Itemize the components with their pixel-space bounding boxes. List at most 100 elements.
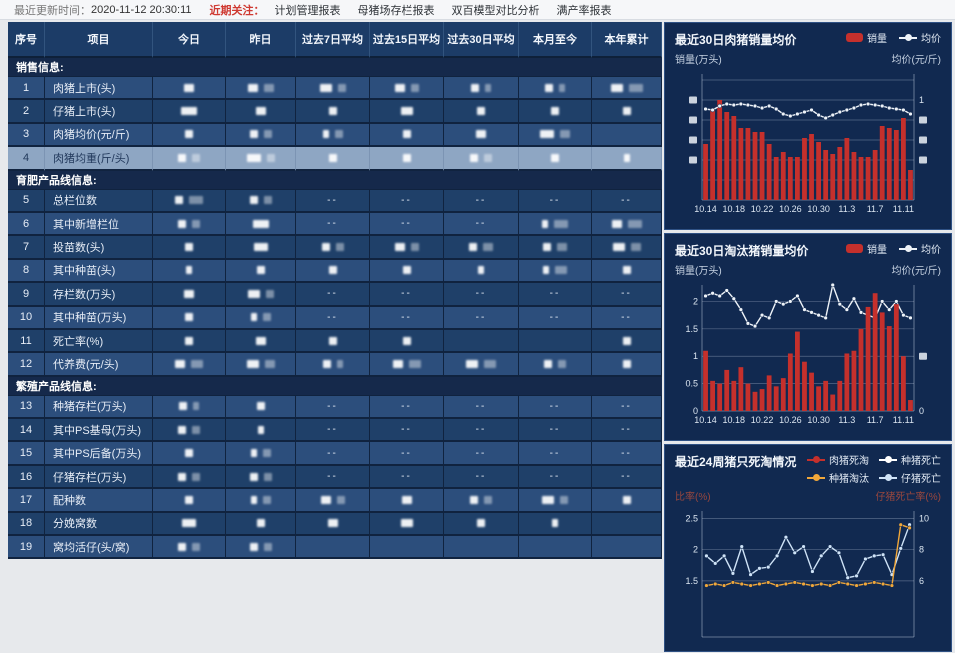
row-index: 7: [8, 236, 45, 260]
table-row[interactable]: 18 分娩窝数: [8, 512, 662, 537]
column-header: 项目: [45, 22, 153, 58]
topbar-link[interactable]: 母猪场存栏报表: [357, 4, 435, 17]
table-row[interactable]: 6 其中新增栏位 -- -- --: [8, 212, 662, 237]
legend-item[interactable]: 种猪淘汰: [807, 470, 869, 485]
redacted-value: [402, 130, 411, 139]
table-row[interactable]: 8 其中种苗(头): [8, 259, 662, 284]
redacted-value: [178, 472, 186, 481]
redacted-value: [484, 153, 492, 162]
row-index: 17: [8, 489, 45, 513]
redacted-value: [560, 130, 570, 139]
svg-text:0.5: 0.5: [685, 379, 698, 389]
topbar-link[interactable]: 满产率报表: [556, 4, 612, 17]
row-label: 窝均活仔(头/窝): [45, 536, 153, 560]
row-index: 19: [8, 536, 45, 560]
legend-item[interactable]: 销量: [846, 241, 887, 256]
chart-legend: 销量 均价: [846, 30, 941, 45]
svg-text:10.14: 10.14: [694, 204, 717, 214]
data-cell: --: [444, 442, 519, 466]
table-row[interactable]: 7 投苗数(头): [8, 236, 662, 260]
topbar-link[interactable]: 双百模型对比分析: [451, 4, 540, 17]
redacted-value: [255, 336, 266, 345]
data-cell: [370, 512, 444, 537]
row-label: 其中新增栏位: [45, 212, 153, 237]
legend-item[interactable]: 均价: [899, 241, 941, 256]
y-left-axis-label: 销量(万头): [675, 266, 722, 277]
legend-item[interactable]: 种猪死亡: [879, 452, 941, 467]
table-row[interactable]: 13 种猪存栏(万头) -- -- -- -- --: [8, 395, 662, 420]
data-cell: [519, 536, 592, 560]
data-cell: [370, 147, 444, 171]
table-row[interactable]: 9 存栏数(万头) -- -- -- -- --: [8, 283, 662, 307]
column-header: 本月至今: [519, 22, 592, 58]
data-cell: --: [296, 442, 370, 466]
data-cell: [296, 236, 370, 260]
data-cell: [226, 283, 296, 307]
redacted-value: [249, 472, 258, 481]
redacted-value: [184, 83, 194, 92]
table-row[interactable]: 19 窝均活仔(头/窝): [8, 536, 662, 560]
redacted-value: [551, 153, 559, 162]
redacted-value: [266, 153, 275, 162]
table-row[interactable]: 3 肉猪均价(元/斤): [8, 123, 662, 148]
table-row[interactable]: 4 肉猪均重(斤/头): [8, 147, 662, 171]
table-row[interactable]: 17 配种数: [8, 489, 662, 513]
data-cell: [296, 147, 370, 171]
redacted-value: [628, 83, 643, 92]
svg-text:1.5: 1.5: [685, 324, 698, 334]
topbar-link[interactable]: 计划管理报表: [274, 4, 341, 17]
data-cell: [592, 236, 662, 260]
line-series-icon: [879, 456, 897, 463]
table-row[interactable]: 1 肉猪上市(头): [8, 77, 662, 101]
data-cell: [226, 465, 296, 490]
legend-item[interactable]: 销量: [846, 30, 887, 45]
y-left-axis-label: 比率(%): [675, 492, 711, 503]
data-cell: [226, 489, 296, 513]
data-cell: [296, 353, 370, 377]
redacted-value: [185, 313, 193, 322]
table-row[interactable]: 2 仔猪上市(头): [8, 100, 662, 124]
redacted-value: [256, 519, 265, 528]
legend-item[interactable]: 仔猪死亡: [879, 470, 941, 485]
redacted-value: [192, 153, 200, 162]
table-row[interactable]: 12 代养费(元/头): [8, 353, 662, 377]
redacted-value: [320, 495, 331, 504]
data-cell: --: [370, 306, 444, 330]
data-cell: [153, 306, 226, 330]
data-cell: --: [592, 465, 662, 490]
redacted-value: [257, 425, 264, 434]
row-index: 9: [8, 283, 45, 307]
row-label: 种猪存栏(万头): [45, 395, 153, 420]
redacted-value: [175, 196, 183, 205]
data-cell: --: [296, 306, 370, 330]
redacted-value: [246, 359, 259, 368]
redacted-value: [394, 243, 405, 252]
data-cell: [226, 536, 296, 560]
redacted-value: [478, 266, 484, 275]
bar-series-icon: [846, 33, 863, 42]
column-header: 本年累计: [592, 22, 662, 58]
svg-text:10.30: 10.30: [807, 204, 830, 214]
data-cell: [296, 77, 370, 101]
redacted-value: [253, 243, 268, 252]
topbar: 最近更新时间： 2020-11-12 20:30:11 近期关注： 计划管理报表…: [0, 0, 955, 20]
table-row[interactable]: 5 总栏位数 -- -- -- -- --: [8, 189, 662, 213]
legend-item[interactable]: 均价: [899, 30, 941, 45]
svg-text:0: 0: [919, 406, 924, 416]
redacted-value: [247, 83, 258, 92]
redacted-value: [402, 336, 411, 345]
legend-item[interactable]: 肉猪死淘: [807, 452, 869, 467]
column-header: 过去7日平均: [296, 22, 370, 58]
redacted-value: [262, 313, 271, 322]
redacted-value: [611, 219, 622, 228]
svg-text:2: 2: [693, 296, 698, 306]
row-label: 肉猪均价(元/斤): [45, 123, 153, 148]
table-row[interactable]: 10 其中种苗(万头) -- -- -- -- --: [8, 306, 662, 330]
table-row[interactable]: 11 死亡率(%): [8, 329, 662, 354]
table-row[interactable]: 15 其中PS后备(万头) -- -- -- -- --: [8, 442, 662, 466]
table-row[interactable]: 14 其中PS基母(万头) -- -- -- -- --: [8, 419, 662, 443]
svg-text:11.7: 11.7: [867, 204, 884, 214]
table-row[interactable]: 16 仔猪存栏(万头) -- -- -- -- --: [8, 465, 662, 490]
redacted-value: [265, 289, 274, 298]
data-cell: [226, 259, 296, 284]
